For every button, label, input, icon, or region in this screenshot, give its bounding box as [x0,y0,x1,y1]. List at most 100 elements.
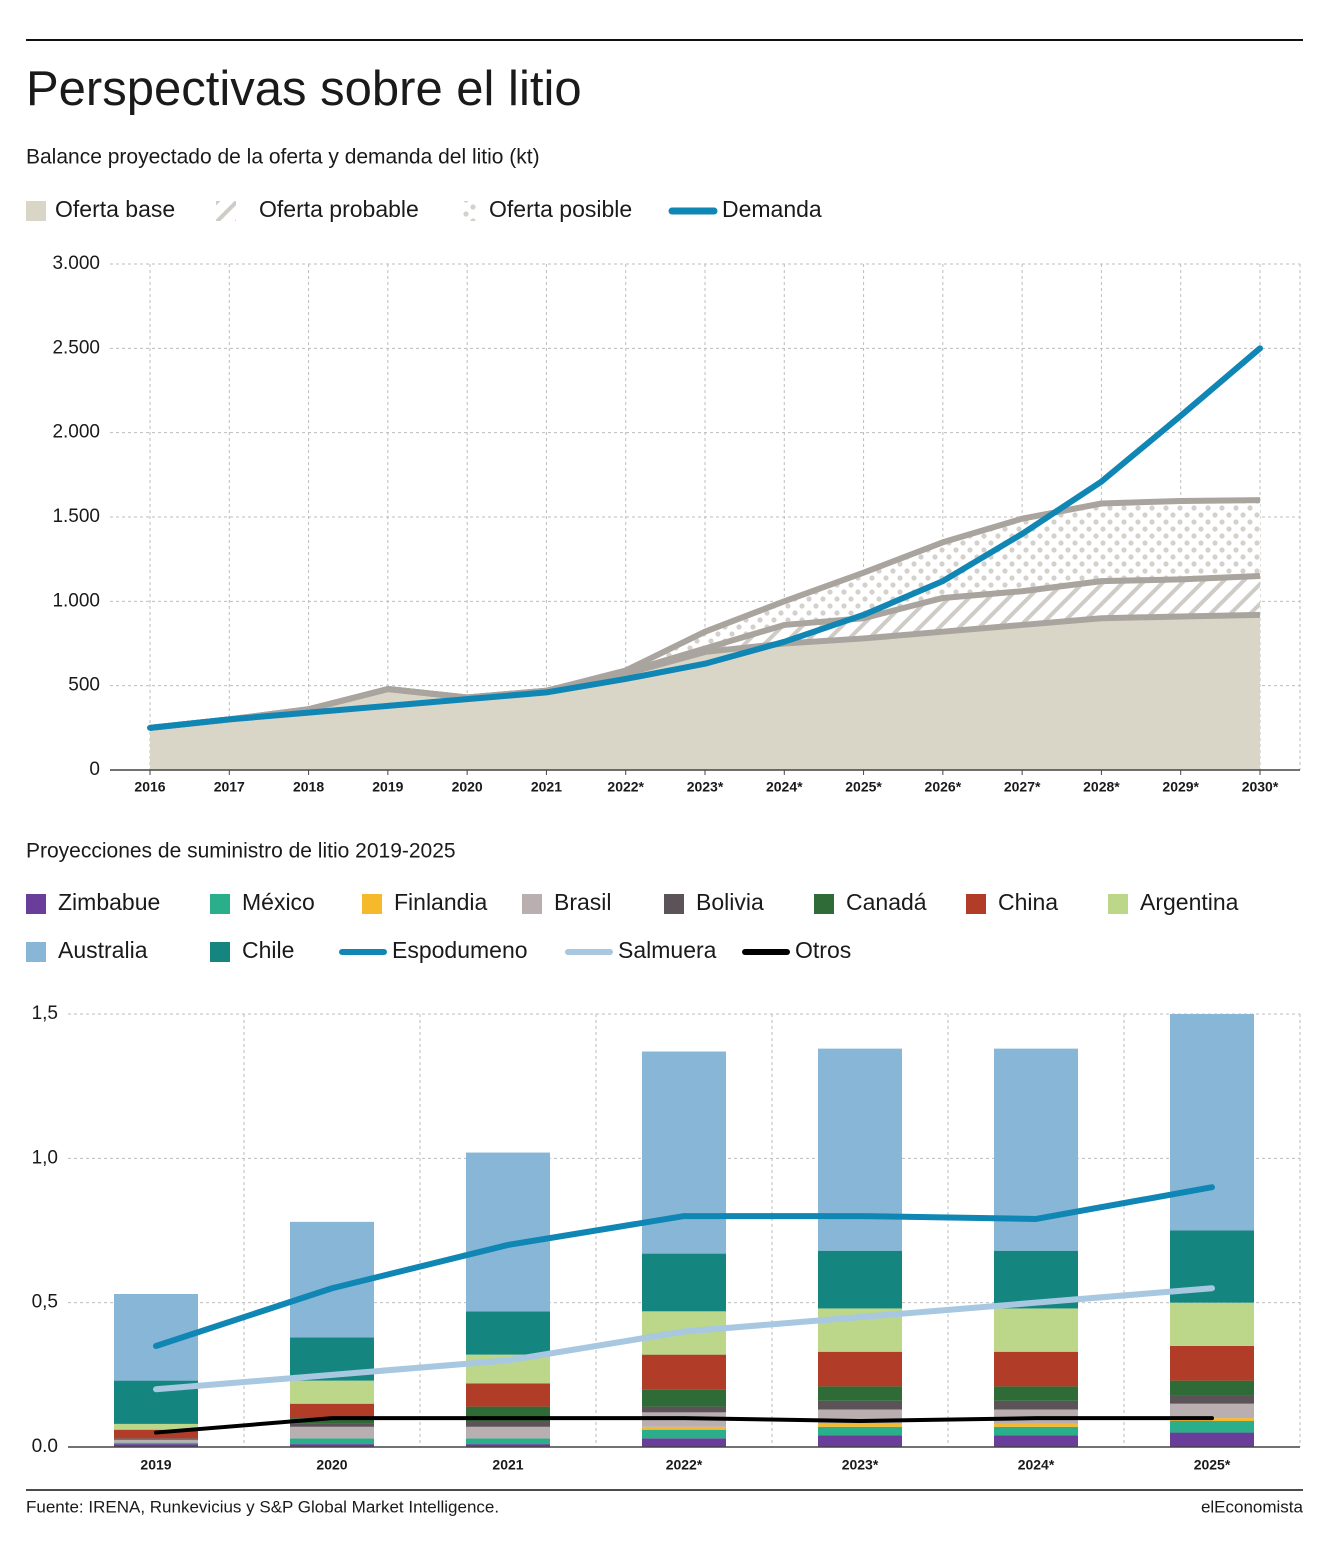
y-tick-label: 2.000 [52,422,100,443]
x-tick-label: 2027* [1004,779,1041,795]
legend-label: Oferta posible [489,196,632,222]
bar-segment [994,1423,1078,1427]
bar-segment [1170,1014,1254,1231]
y-tick-label: 0,5 [32,1292,58,1313]
legend-label: Zimbabue [58,889,160,915]
bar-segment [1170,1380,1254,1396]
bar-segment [818,1423,902,1427]
bar-segment [1170,1421,1254,1433]
area [150,614,1260,770]
bar-segment [466,1152,550,1312]
y-tick-label: 3.000 [52,253,100,274]
bar-segment [994,1400,1078,1410]
area-edge [149,611,1261,731]
y-tick-label: 0 [89,759,100,780]
legend-label: Espodumeno [392,937,528,963]
x-tick-label: 2023* [842,1457,879,1473]
x-tick-label: 2021 [492,1457,523,1473]
line [154,1416,1214,1435]
bar-segment [290,1403,374,1419]
bar-segment [466,1421,550,1427]
legend-marker [966,894,986,914]
bar-segment [290,1426,374,1439]
bar-segment [466,1438,550,1445]
x-tick-label: 2025* [1194,1457,1231,1473]
legend-marker [26,201,46,221]
bar-segment [818,1426,902,1436]
bar-segment [466,1383,550,1407]
bar-segment [290,1380,374,1404]
x-tick-label: 2020 [452,779,483,795]
bar-segment [818,1435,902,1447]
bar-segment [466,1444,550,1447]
legend-label: Brasil [554,889,612,915]
bar-segment [818,1250,902,1309]
legend-marker [26,942,46,962]
bar-segment [290,1423,374,1427]
bar-segment [994,1308,1078,1352]
bar-segment [114,1439,198,1443]
y-tick-label: 1,5 [32,1003,58,1024]
x-tick-label: 2030* [1242,779,1279,795]
charts: 0 500 1.000 1.500 2.000 2.500 3.000 2016 2017 201… [26,196,1301,1473]
bar-segment [1170,1302,1254,1346]
bar-segment [290,1438,374,1445]
legend-label: Oferta base [55,196,175,222]
bar-segment [1170,1403,1254,1419]
chart-title: Proyecciones de suministro de litio 2019… [26,840,456,863]
x-tick-label: 2019 [372,779,403,795]
brand: elEconomista [1201,1497,1304,1516]
x-tick-label: 2023* [687,779,724,795]
bar-segment [114,1438,198,1440]
bar-segment [642,1354,726,1390]
bar-segment [994,1386,1078,1401]
legend-label: Canadá [846,889,927,915]
bar-segment [818,1351,902,1387]
x-tick-label: 2024* [1018,1457,1055,1473]
page-title: Perspectivas sobre el litio [26,62,582,116]
bar-segment [466,1426,550,1439]
legend-marker [210,894,230,914]
legend-label: Salmuera [618,937,717,963]
legend-marker [814,894,834,914]
legend-label: Oferta probable [259,196,419,222]
legend-label: Bolivia [696,889,764,915]
bar-segment [642,1429,726,1439]
legend-label: Finlandia [394,889,488,915]
x-tick-label: 2028* [1083,779,1120,795]
x-tick-label: 2024* [766,779,803,795]
bar-segment [114,1423,198,1430]
x-tick-label: 2021 [531,779,562,795]
legend-label: Australia [58,937,148,963]
y-tick-label: 1.000 [52,590,100,611]
y-tick-label: 2.500 [52,337,100,358]
x-tick-label: 2019 [140,1457,171,1473]
legend-marker [362,894,382,914]
legend-label: México [242,889,315,915]
bar-segment [1170,1432,1254,1447]
bar-segment [466,1311,550,1355]
bar-segment [114,1442,198,1445]
bar-segment [642,1406,726,1413]
legend-label: Argentina [1140,889,1239,915]
chart-title: Balance proyectado de la oferta y demand… [26,146,540,169]
line [153,1184,1215,1349]
bar-segment [642,1253,726,1312]
legend-label: Demanda [722,196,822,222]
x-tick-label: 2018 [293,779,324,795]
y-tick-label: 1.500 [52,506,100,527]
legend-label: China [998,889,1058,915]
bar-segment [642,1426,726,1430]
bar-segment [114,1444,198,1447]
x-tick-label: 2016 [134,779,165,795]
bar-segment [642,1389,726,1407]
bar-segment [290,1444,374,1447]
x-tick-label: 2022* [666,1457,703,1473]
legend-marker [216,201,236,221]
legend-marker [1108,894,1128,914]
bar-segment [1170,1345,1254,1381]
legend-label: Otros [795,937,851,963]
legend-marker [522,894,542,914]
bar-segment [642,1438,726,1447]
